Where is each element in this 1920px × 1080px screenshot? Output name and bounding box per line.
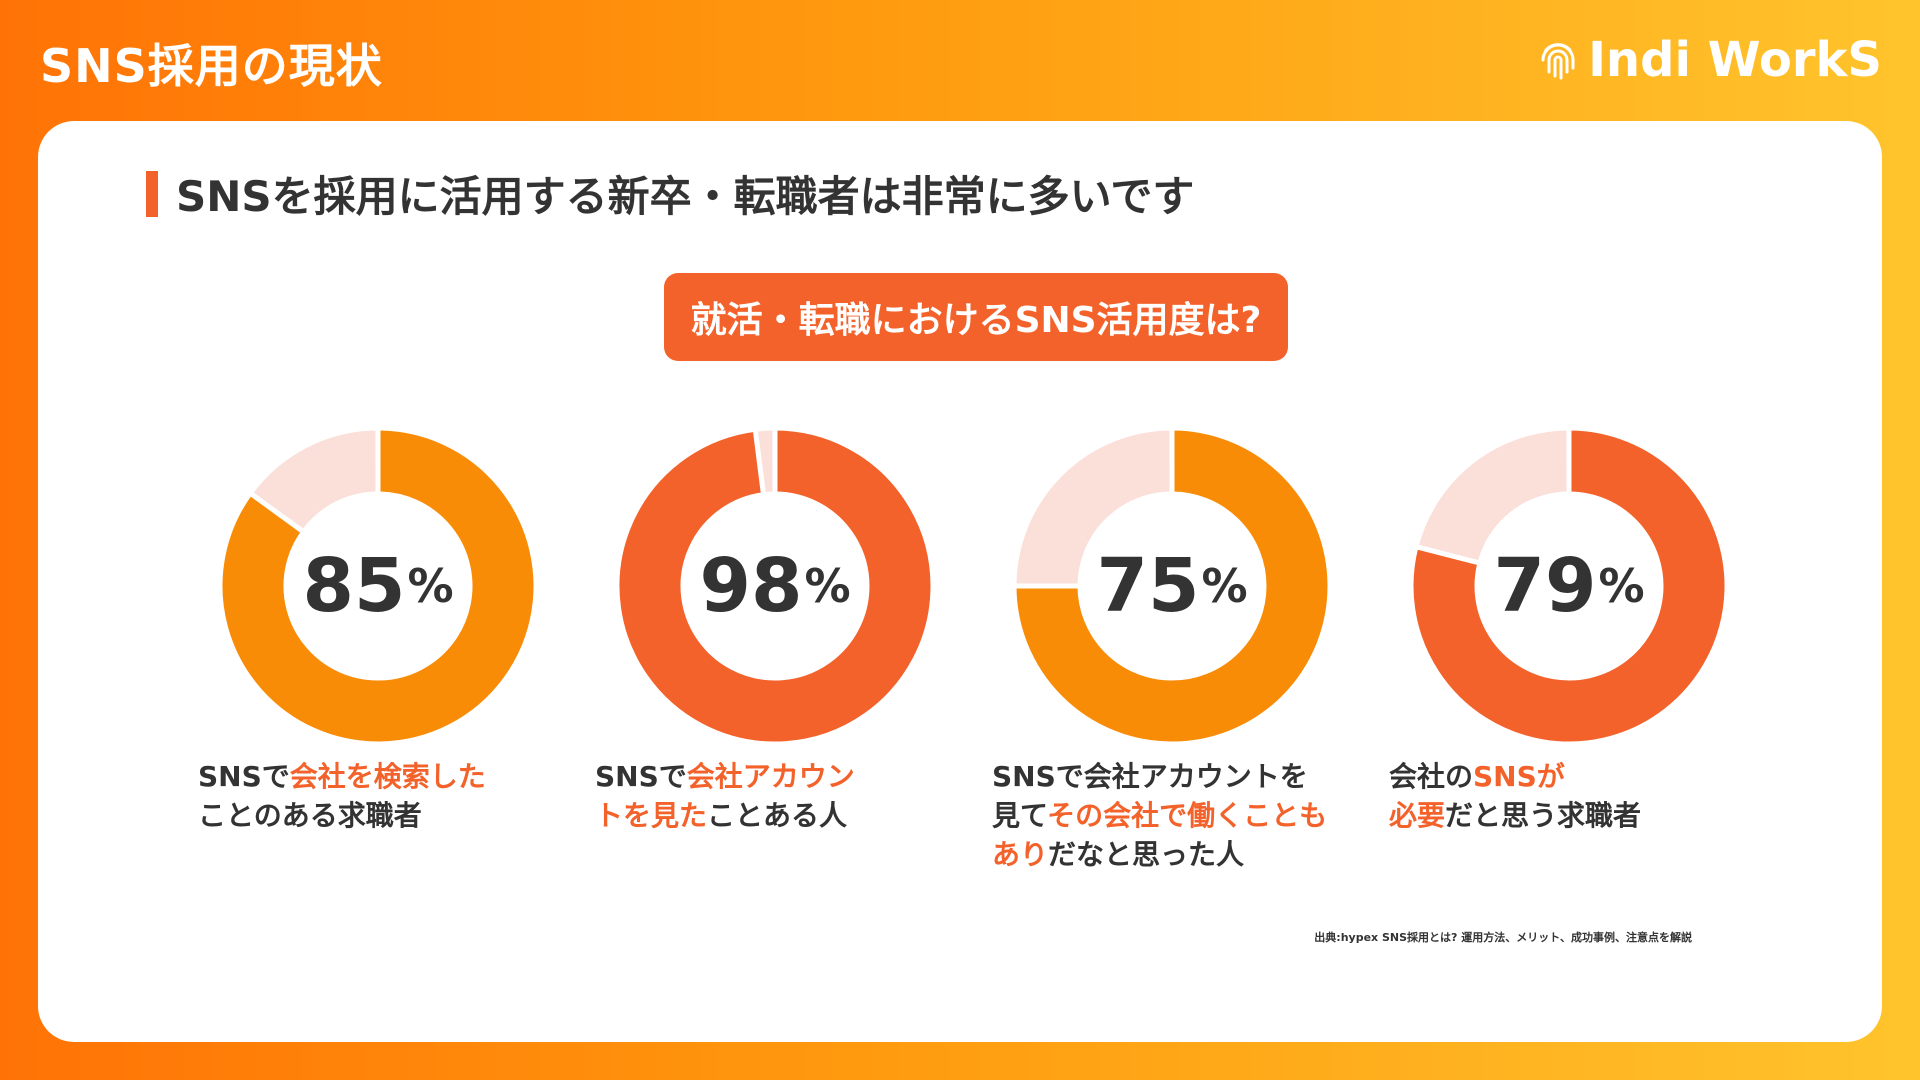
caption-highlight: 会社を検索した [289,760,486,793]
caption-text: だなと思った人 [1048,838,1245,871]
caption-text: SNSで [198,760,290,793]
donut-value-slice [219,427,537,745]
percent-sign: % [1598,559,1645,613]
percent-value: 85 [302,543,406,629]
donut-caption: SNSで会社を検索した ことのある求職者 [198,757,618,835]
donut-remainder-slice [1013,427,1175,589]
caption-line: トを見たことある人 [595,796,1015,835]
content-card: SNSを採用に活用する新卒・転職者は非常に多いです 就活・転職におけるSNS活用… [38,121,1882,1042]
caption-highlight: SNSが [1473,760,1565,793]
caption-line: 見てその会社で働くことも [992,796,1412,835]
page-title: SNS採用の現状 [40,39,383,93]
caption-line: SNSで会社アカウントを [992,757,1412,796]
caption-highlight: トを見た [595,799,708,832]
caption-highlight: 会社アカウン [686,760,855,793]
donut-svg [1410,427,1728,745]
caption-line: SNSで会社を検索した [198,757,618,796]
percent-label: 98% [616,427,934,745]
caption-line: ことのある求職者 [198,796,618,835]
donut-caption: SNSで会社アカウントを 見てその会社で働くことも ありだなと思った人 [992,757,1412,874]
caption-line: 必要だと思う求職者 [1389,796,1809,835]
caption-text: SNSで [595,760,687,793]
caption-text: 会社の [1389,760,1474,793]
donut-value-slice [1410,427,1728,745]
percent-sign: % [407,559,454,613]
caption-text: 見て [992,799,1048,832]
percent-value: 79 [1493,543,1597,629]
caption-line: 会社のSNSが [1389,757,1809,796]
section-heading: SNSを採用に活用する新卒・転職者は非常に多いです [146,163,1194,224]
donut-value-slice [1013,427,1331,745]
source-note: 出典:hypex SNS採用とは? 運用方法、メリット、成功事例、注意点を解説 [1314,931,1692,944]
caption-text: ことある人 [707,799,848,832]
percent-value: 98 [699,543,803,629]
brand-logo: Indi WorkS [1538,32,1882,88]
donut-value-slice [616,427,934,745]
caption-highlight: その会社で働くことも [1047,799,1328,832]
donut-svg [219,427,537,745]
caption-text: だと思う求職者 [1445,799,1642,832]
caption-text: ことのある求職者 [198,799,422,832]
donut-caption: SNSで会社アカウン トを見たことある人 [595,757,1015,835]
percent-sign: % [1201,559,1248,613]
caption-text: SNSで会社アカウントを [992,760,1308,793]
caption-line: ありだなと思った人 [992,835,1412,874]
percent-label: 85% [219,427,537,745]
donut-svg [1013,427,1331,745]
donut-caption: 会社のSNSが 必要だと思う求職者 [1389,757,1809,835]
percent-value: 75 [1096,543,1200,629]
caption-highlight: あり [992,838,1049,871]
percent-sign: % [804,559,851,613]
caption-highlight: 必要 [1389,799,1446,832]
caption-line: SNSで会社アカウン [595,757,1015,796]
question-banner: 就活・転職におけるSNS活用度は? [664,273,1288,361]
percent-label: 75% [1013,427,1331,745]
heading-text: SNSを採用に活用する新卒・転職者は非常に多いです [176,172,1195,221]
donut-svg [616,427,934,745]
heading-accent-bar [146,170,158,217]
fingerprint-icon [1541,43,1575,80]
logo-text: Indi WorkS [1588,32,1882,88]
percent-label: 79% [1410,427,1728,745]
